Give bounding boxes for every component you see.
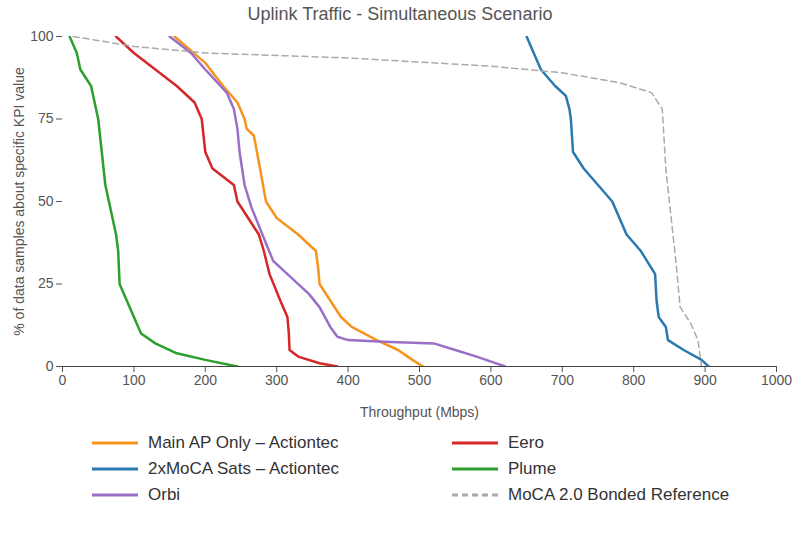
svg-text:200: 200 (194, 372, 218, 388)
svg-text:75: 75 (38, 110, 54, 126)
svg-text:0: 0 (46, 358, 54, 374)
html-text:2xMoCA Sats – Actiontec: 2xMoCA Sats – Actiontec (148, 459, 339, 478)
svg-text:700: 700 (551, 372, 575, 388)
svg-text:100: 100 (30, 28, 54, 44)
svg-text:1000: 1000 (761, 372, 792, 388)
svg-text:400: 400 (336, 372, 360, 388)
svg-text:Throughput (Mbps): Throughput (Mbps) (360, 404, 479, 420)
svg-text:0: 0 (59, 372, 67, 388)
svg-text:900: 900 (693, 372, 717, 388)
html-text:Uplink Traffic - Simultaneous: Uplink Traffic - Simultaneous Scenario (247, 4, 553, 24)
svg-text:100: 100 (122, 372, 146, 388)
html-text:Eero: Eero (508, 433, 544, 452)
html-text:Plume: Plume (508, 459, 557, 478)
svg-text:500: 500 (408, 372, 432, 388)
svg-text:% of data samples about specif: % of data samples about specific KPI val… (11, 67, 27, 336)
html-text:MoCA 2.0 Bonded Reference: MoCA 2.0 Bonded Reference (508, 485, 730, 504)
svg-text:25: 25 (38, 275, 54, 291)
html-text:Main AP Only – Actiontec: Main AP Only – Actiontec (148, 433, 339, 452)
svg-text:300: 300 (265, 372, 289, 388)
svg-text:800: 800 (622, 372, 646, 388)
html-text:Orbi: Orbi (148, 485, 181, 504)
svg-text:600: 600 (479, 372, 503, 388)
svg-text:50: 50 (38, 193, 54, 209)
